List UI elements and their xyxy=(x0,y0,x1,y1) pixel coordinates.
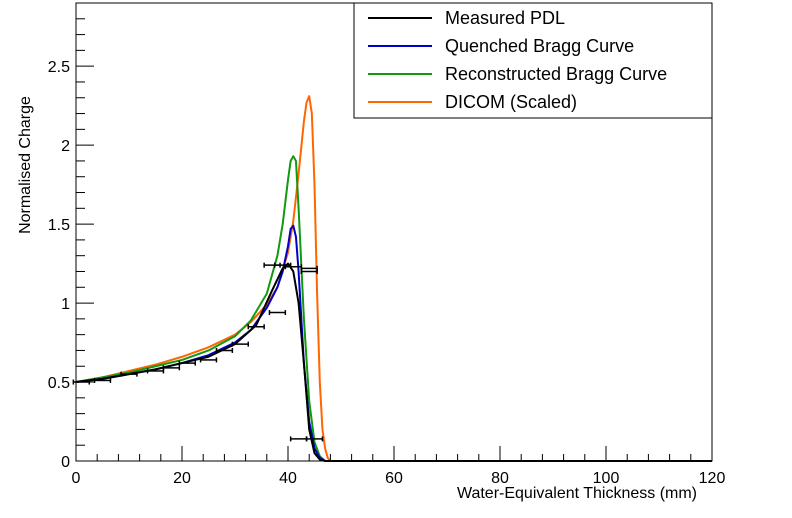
legend-label: DICOM (Scaled) xyxy=(445,92,577,112)
legend-label: Quenched Bragg Curve xyxy=(445,36,634,56)
x-axis-label: Water-Equivalent Thickness (mm) xyxy=(457,485,697,502)
y-tick-label: 0.5 xyxy=(48,375,70,392)
x-tick-label: 60 xyxy=(385,470,403,487)
x-tick-label: 20 xyxy=(173,470,191,487)
axes-layer: 0 20 40 60 80 100 120 0 0.5 1 1.5 2 2.5 xyxy=(48,2,726,487)
series-line-dicom-scaled xyxy=(75,95,712,462)
x-tick-label: 40 xyxy=(279,470,297,487)
legend-label: Measured PDL xyxy=(445,8,565,28)
y-tick-label: 2.5 xyxy=(48,59,70,76)
measured-point xyxy=(300,268,318,274)
y-tick-label: 2 xyxy=(61,138,70,155)
y-tick-label: 0 xyxy=(61,454,70,471)
measured-point xyxy=(120,371,138,377)
legend-entry: Measured PDL xyxy=(368,8,565,28)
series-line-reconstructed-bragg-curve xyxy=(75,155,712,462)
y-tick-label: 1.5 xyxy=(48,217,70,234)
legend-entry: Quenched Bragg Curve xyxy=(368,36,634,56)
measured-points-layer xyxy=(72,262,324,442)
measured-point xyxy=(247,324,265,330)
legend-entry: Reconstructed Bragg Curve xyxy=(368,64,667,84)
x-tick-label: 80 xyxy=(491,470,509,487)
measured-point xyxy=(178,360,196,366)
measured-point xyxy=(93,377,112,383)
x-tick-label: 120 xyxy=(699,470,726,487)
measured-point xyxy=(199,357,218,363)
x-tick-label: 0 xyxy=(72,470,81,487)
legend-entry: DICOM (Scaled) xyxy=(368,92,577,112)
y-axis-label: Normalised Charge xyxy=(17,96,34,234)
measured-point xyxy=(268,310,287,316)
legend-box xyxy=(353,2,713,119)
measured-point xyxy=(305,436,324,442)
y-tick-label: 1 xyxy=(61,296,70,313)
legend: Measured PDL Quenched Bragg Curve Reconstr… xyxy=(353,2,713,119)
legend-label: Reconstructed Bragg Curve xyxy=(445,64,667,84)
measured-point xyxy=(215,347,234,353)
measured-point xyxy=(274,262,292,268)
x-tick-label: 100 xyxy=(593,470,620,487)
measured-point xyxy=(231,341,249,347)
measured-point xyxy=(162,365,181,371)
